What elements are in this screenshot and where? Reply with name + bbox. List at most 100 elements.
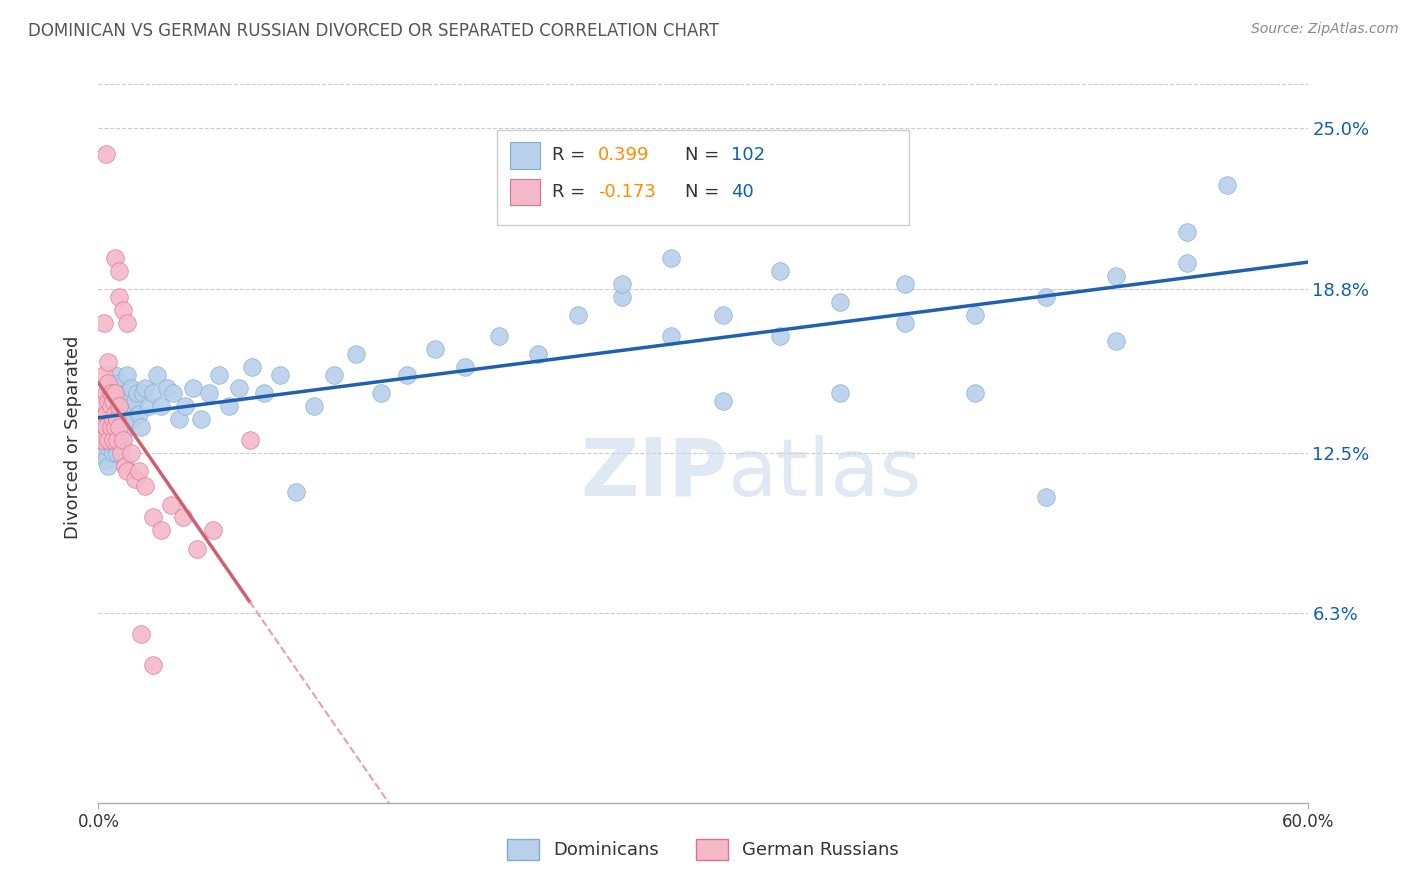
Point [828, 295, 851, 310]
Point [89, 427, 111, 442]
Point [103, 419, 125, 434]
Point [190, 412, 212, 426]
Point [96, 453, 118, 467]
FancyBboxPatch shape [498, 130, 908, 225]
Point [110, 393, 132, 408]
Text: 102: 102 [731, 146, 765, 164]
Point [101, 419, 124, 434]
Point [218, 399, 240, 413]
Point [202, 524, 225, 538]
Point [96, 419, 118, 434]
Point [128, 464, 150, 478]
Point [114, 412, 136, 426]
Point [124, 472, 146, 486]
Point [96, 407, 118, 421]
Point [965, 308, 987, 322]
Point [107, 376, 129, 390]
Text: 40: 40 [731, 183, 754, 201]
Point [103, 412, 125, 426]
Point [174, 399, 197, 413]
Point [114, 458, 136, 473]
Point [208, 368, 231, 382]
Text: R =: R = [551, 146, 591, 164]
Point [115, 393, 138, 408]
Point [105, 412, 128, 426]
Point [103, 386, 125, 401]
Point [101, 393, 124, 408]
Point [181, 381, 204, 395]
Point [103, 419, 125, 434]
Point [128, 407, 150, 421]
Point [1105, 269, 1128, 284]
Point [103, 251, 125, 265]
Text: R =: R = [551, 183, 591, 201]
Point [107, 399, 129, 413]
Point [1216, 178, 1239, 193]
Point [89, 412, 111, 426]
Point [344, 347, 367, 361]
Point [121, 412, 143, 426]
Point [105, 407, 128, 421]
Point [240, 359, 263, 374]
Point [107, 419, 129, 434]
Point [107, 290, 129, 304]
Point [138, 399, 160, 413]
Point [100, 399, 122, 413]
Point [711, 393, 734, 408]
Point [93, 445, 115, 459]
Point [105, 433, 128, 447]
Point [97, 441, 120, 455]
Point [1105, 334, 1128, 348]
Point [129, 627, 152, 641]
Point [132, 386, 155, 401]
FancyBboxPatch shape [509, 179, 540, 205]
Point [101, 427, 124, 442]
Point [93, 412, 115, 426]
Point [107, 264, 129, 278]
Point [103, 438, 125, 452]
Point [105, 386, 128, 401]
Point [100, 393, 122, 408]
Point [97, 419, 120, 434]
Point [97, 393, 120, 408]
Point [97, 458, 120, 473]
Point [107, 399, 129, 413]
Point [100, 419, 122, 434]
Point [96, 407, 118, 421]
Point [142, 658, 165, 673]
Point [100, 438, 122, 452]
Point [118, 412, 141, 426]
Text: 0.399: 0.399 [598, 146, 650, 164]
Point [97, 401, 120, 416]
Point [91, 393, 114, 408]
Point [97, 433, 120, 447]
Point [111, 425, 134, 439]
Point [160, 498, 183, 512]
Point [111, 433, 134, 447]
Point [323, 368, 346, 382]
Point [893, 277, 915, 291]
Point [101, 386, 124, 401]
Point [526, 347, 548, 361]
Point [142, 510, 165, 524]
Point [1035, 290, 1057, 304]
Point [1175, 225, 1198, 239]
Y-axis label: Divorced or Separated: Divorced or Separated [65, 335, 83, 539]
Point [110, 438, 132, 452]
Point [103, 368, 125, 382]
Point [93, 316, 115, 330]
Point [965, 386, 987, 401]
Point [124, 393, 146, 408]
Point [114, 386, 136, 401]
Point [96, 425, 118, 439]
Point [97, 376, 120, 390]
Point [111, 407, 134, 421]
Point [91, 419, 114, 434]
Point [120, 399, 142, 413]
Point [93, 368, 115, 382]
Point [488, 329, 510, 343]
Point [96, 386, 118, 401]
Point [828, 386, 851, 401]
Point [91, 433, 114, 447]
Point [120, 381, 142, 395]
